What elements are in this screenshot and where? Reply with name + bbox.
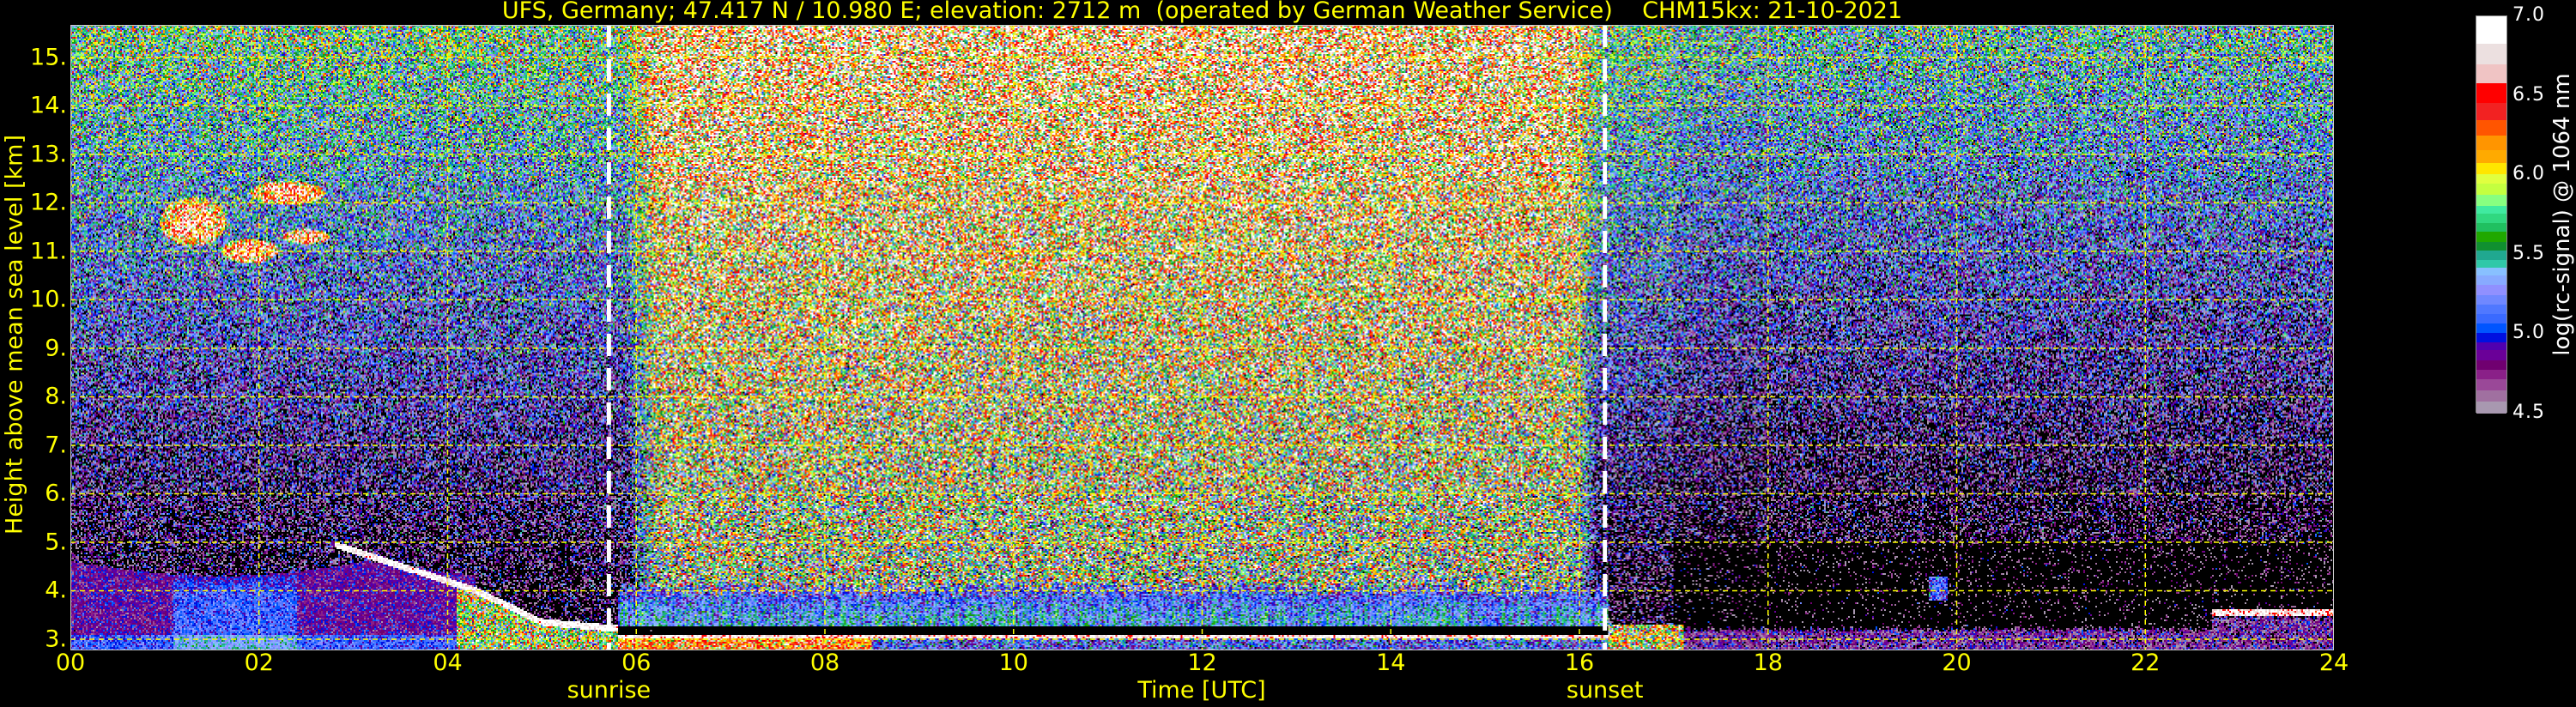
x-tick-label: 00 [55,650,86,676]
colorbar-segment [2476,313,2506,323]
colorbar-segment [2476,241,2506,251]
x-tick-label: 08 [809,650,840,676]
y-tick-label: 12. [30,189,67,216]
y-tick-label: 5. [45,529,67,556]
annotation-sunset: sunset [1566,677,1644,704]
colorbar-segment [2476,401,2506,414]
colorbar-tick-label: 5.5 [2512,242,2545,264]
x-tick-label: 18 [1753,650,1783,676]
x-tick-label: 24 [2318,650,2349,676]
colorbar-segment [2476,250,2506,260]
x-tick-label: 20 [1942,650,1972,676]
colorbar-segment [2476,149,2506,163]
colorbar-segment [2476,222,2506,232]
y-tick-label: 11. [30,238,67,265]
x-tick-label: 10 [998,650,1028,676]
colorbar-segment [2476,162,2506,174]
colorbar-segment [2476,231,2506,243]
x-tick-label: 14 [1376,650,1406,676]
x-tick-label: 12 [1187,650,1217,676]
y-tick-label: 15. [30,44,67,71]
grid-overlay [70,25,2334,650]
colorbar-segment [2476,205,2506,215]
colorbar-segment [2476,82,2506,103]
colorbar-tick-label: 6.5 [2512,83,2545,106]
y-tick-label: 10. [30,286,67,313]
chart-title: UFS, Germany; 47.417 N / 10.980 E; eleva… [501,0,1903,24]
colorbar-segment [2476,173,2506,184]
colorbar-segment [2476,390,2506,402]
colorbar-segment [2476,341,2506,351]
x-tick-label: 22 [2131,650,2161,676]
colorbar-segment [2476,194,2506,206]
y-tick-label: 9. [45,335,67,362]
colorbar [2476,15,2507,414]
y-tick-label: 6. [45,480,67,507]
colorbar-tick-label: 6.0 [2512,163,2545,185]
colorbar-tick-label: 5.0 [2512,322,2545,344]
x-tick-label: 02 [244,650,274,676]
colorbar-segment [2476,183,2506,195]
colorbar-segment [2476,349,2506,360]
colorbar-segment [2476,267,2506,276]
x-axis-label: Time [UTC] [1137,677,1266,704]
x-tick-label: 16 [1564,650,1595,676]
x-tick-label: 04 [433,650,463,676]
colorbar-segment [2476,119,2506,136]
colorbar-segment [2476,360,2506,370]
y-tick-label: 4. [45,577,67,604]
colorbar-segment [2476,284,2506,295]
plot-frame [70,25,2334,650]
colorbar-segment [2476,304,2506,314]
colorbar-segment [2476,294,2506,305]
colorbar-tick-label: 7.0 [2512,4,2545,26]
y-tick-label: 14. [30,92,67,119]
y-tick-label: 7. [45,432,67,459]
colorbar-segment [2476,323,2506,334]
colorbar-label: log(rc-signal) @ 1064 nm [2549,73,2575,356]
colorbar-segment [2476,16,2506,44]
y-axis-label: Height above mean sea level [km] [1,135,28,535]
annotation-sunrise: sunrise [567,677,652,704]
y-tick-label: 13. [30,141,67,168]
y-tick-label: 8. [45,383,67,410]
y-tick-label: 3. [45,625,67,653]
colorbar-segment [2476,332,2506,343]
colorbar-segment [2476,275,2506,286]
colorbar-segment [2476,135,2506,151]
colorbar-segment [2476,102,2506,120]
colorbar-segment [2476,259,2506,269]
colorbar-segment [2476,369,2506,379]
plot-area [70,25,2334,650]
x-tick-label: 06 [621,650,652,676]
colorbar-segment [2476,63,2506,84]
colorbar-segment [2476,213,2506,224]
colorbar-segment [2476,378,2506,390]
colorbar-tick-label: 4.5 [2512,402,2545,423]
colorbar-segment [2476,43,2506,65]
